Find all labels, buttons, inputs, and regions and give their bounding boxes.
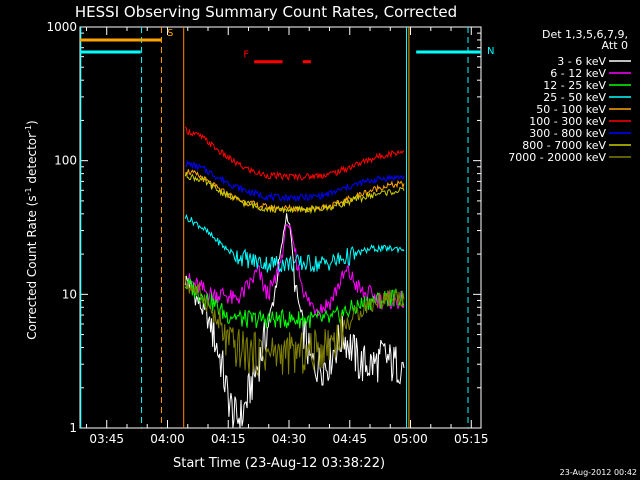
series-line [184,275,405,377]
status-flags: N S F [80,28,494,64]
legend-entry: 100 - 300 keV [529,115,606,128]
y-tick-label: 100 [54,154,77,168]
flag-label: F [243,50,249,61]
y-tick-label: 1000 [46,20,77,34]
x-tick-label: 04:30 [272,432,307,446]
legend-entry: 50 - 100 keV [536,103,606,116]
x-tick-label: 05:15 [454,432,489,446]
series-line [184,213,405,273]
legend-header: Att 0 [602,39,628,52]
x-tick-label: 03:45 [89,432,124,446]
x-axis-label: Start Time (23-Aug-12 03:38:22) [173,456,385,471]
legend-header: Det 1,3,5,6,7,9, [542,28,628,41]
legend-entry: 7000 - 20000 keV [508,151,606,164]
flag-label: N [487,46,494,57]
y-tick-label: 1 [69,421,77,435]
footer-timestamp: 23-Aug-2012 00:42 [560,468,637,477]
x-tick-label: 04:00 [150,432,185,446]
x-tick-label: 04:15 [211,432,246,446]
y-tick-label: 10 [62,287,77,301]
vertical-markers [80,27,469,428]
chart-title: HESSI Observing Summary Count Rates, Cor… [75,3,457,21]
series-line [185,159,405,203]
series-line [184,278,405,329]
x-tick-label: 05:00 [393,432,428,446]
plot-frame [79,26,482,429]
legend-entry: 12 - 25 keV [543,79,606,92]
y-axis-label: Corrected Count Rate (s-1 detector-1) [24,120,39,339]
series-line [184,172,405,215]
legend-entry: 6 - 12 keV [550,67,606,80]
legend-entry: 3 - 6 keV [557,55,606,68]
x-tick-label: 04:45 [332,432,367,446]
legend-entry: 300 - 800 keV [529,127,606,140]
series-line [184,126,405,182]
legend-entry: 800 - 7000 keV [522,139,606,152]
data-series [184,126,405,429]
legend-entry: 25 - 50 keV [543,91,606,104]
series-line [184,213,405,429]
flag-label: S [167,28,173,39]
